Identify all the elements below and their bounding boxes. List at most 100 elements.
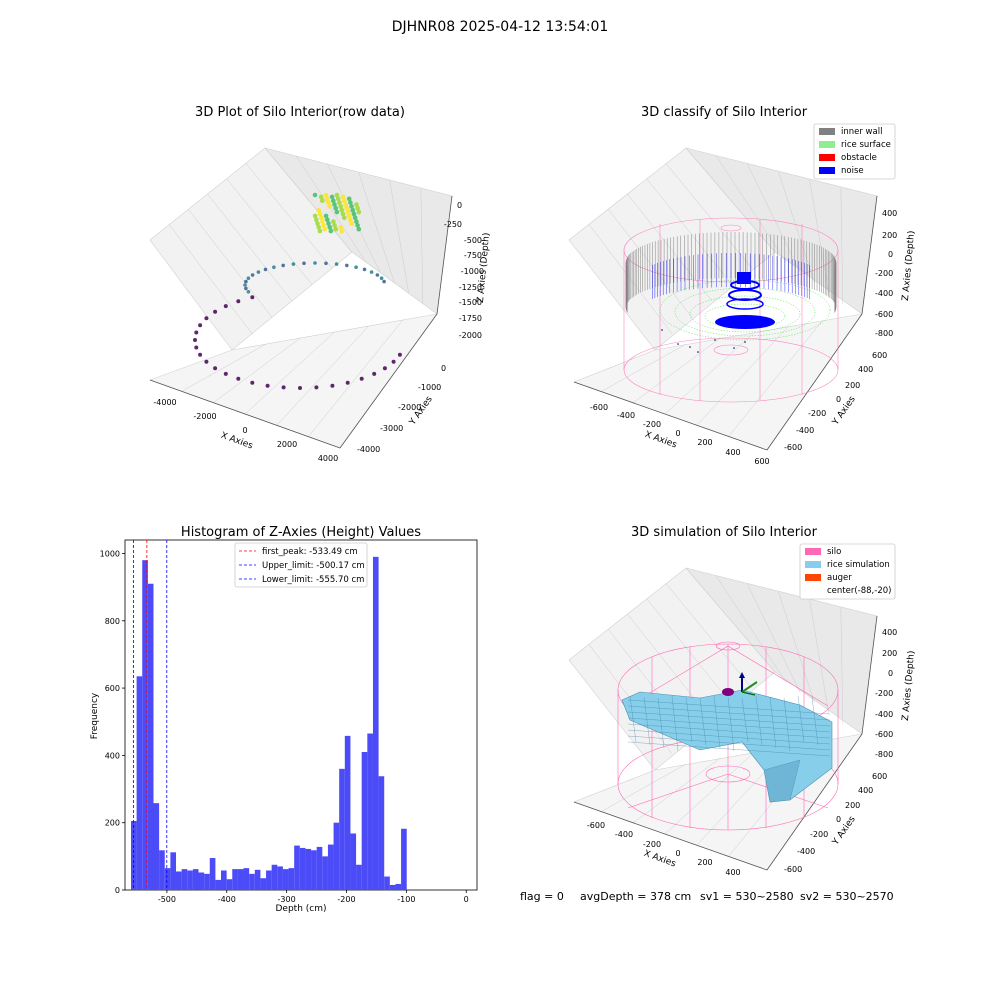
raw-x-axis-label: X Axies (219, 431, 254, 452)
histogram-bar (322, 856, 328, 890)
histogram-bar (277, 866, 283, 890)
histogram-bar (367, 733, 373, 890)
histogram-bar (164, 868, 171, 891)
legend-label-rice-surface: rice surface (841, 140, 891, 150)
simulation-legend: silo rice simulation auger center(-88,-2… (799, 543, 896, 600)
histogram-bar (350, 833, 357, 890)
histogram-bar (271, 864, 278, 890)
raw-x-tick: -4000 (153, 398, 176, 407)
classify-x-tick: -200 (643, 420, 661, 429)
raw-z-tick: -500 (464, 236, 482, 245)
histogram-bar (249, 873, 255, 890)
histogram-y-tick-label: 600 (105, 684, 120, 693)
histogram-bar (384, 876, 390, 890)
raw-z-tick: -250 (444, 220, 462, 229)
simulation-z-tick: -800 (875, 750, 893, 759)
histogram-bar (305, 848, 312, 890)
simulation-plot-title: 3D simulation of Silo Interior (631, 525, 818, 540)
histogram-bar (339, 768, 345, 890)
simulation-y-tick: -200 (810, 830, 828, 839)
raw-x-tick: 0 (242, 426, 247, 435)
panel-classify-3d: 3D classify of Silo Interior (568, 105, 917, 466)
simulation-x-ticks: -600 -400 -200 0 200 400 (587, 821, 741, 877)
histogram-bar (316, 846, 323, 890)
histogram-bar (243, 868, 250, 891)
simulation-y-tick: 0 (836, 815, 841, 824)
simulation-z-tick: -200 (875, 689, 893, 698)
classify-legend: inner wall rice surface obstacle noise (813, 123, 896, 180)
simulation-rice-surface (621, 689, 833, 803)
raw-x-tick: 2000 (277, 440, 297, 449)
simulation-x-tick: -400 (615, 830, 633, 839)
simulation-x-tick: -600 (587, 821, 605, 830)
classify-x-tick: 600 (754, 457, 769, 466)
simulation-y-axis-label: Y Axies (830, 814, 858, 847)
histogram-y-ticks: 0 200 400 600 800 1000 (100, 549, 125, 895)
classify-noise-wall (652, 253, 810, 299)
classify-y-tick: 0 (836, 395, 841, 404)
histogram-bar (389, 884, 396, 890)
histogram-reference-lines (133, 540, 168, 890)
status-flag: flag = 0 (520, 890, 564, 903)
histogram-bar (226, 879, 233, 890)
status-line: flag = 0 avgDepth = 378 cm sv1 = 530~258… (520, 890, 894, 903)
histogram-x-tick-label: -400 (218, 895, 236, 904)
histogram-bar (209, 858, 216, 890)
classify-z-tick: -400 (875, 289, 893, 298)
classify-z-tick: 200 (882, 231, 897, 240)
legend-swatch-rice-surface (819, 141, 835, 148)
histogram-bar (395, 883, 402, 890)
simulation-auger (722, 672, 758, 696)
legend-label-obstacle: obstacle (841, 153, 877, 163)
histogram-bar (333, 822, 340, 890)
classify-y-tick: 400 (858, 365, 873, 374)
histogram-title: Histogram of Z-Axies (Height) Values (181, 525, 421, 540)
histogram-x-axis-label: Depth (cm) (275, 904, 326, 914)
histogram-bar (198, 872, 205, 890)
histogram-bar (187, 870, 193, 890)
raw-z-tick: 0 (457, 201, 462, 210)
histogram-bar (237, 869, 244, 890)
histogram-y-tick-label: 0 (115, 886, 120, 895)
classify-z-tick: -200 (875, 269, 893, 278)
histogram-bar (136, 676, 143, 890)
classify-noise-points (661, 272, 775, 353)
legend-swatch-inner-wall (819, 128, 835, 135)
legend-label-noise: noise (841, 166, 864, 176)
raw-y-tick: -3000 (380, 424, 403, 433)
legend-label-lower-limit: Lower_limit: -555.70 cm (262, 575, 364, 585)
status-sv2: sv2 = 530~2570 (800, 890, 894, 903)
raw-y-tick: -2000 (398, 403, 421, 412)
status-sv1: sv1 = 530~2580 (700, 890, 794, 903)
legend-swatch-auger (805, 574, 821, 581)
raw-data-points (193, 192, 402, 390)
classify-x-axis-label: X Axies (643, 430, 678, 451)
simulation-z-ticks: 400 200 0 -200 -400 -600 -800 (875, 628, 897, 759)
simulation-z-tick: 0 (888, 669, 893, 678)
histogram-bar (170, 852, 177, 890)
classify-plot-title: 3D classify of Silo Interior (641, 105, 808, 120)
raw-z-ticks: 0 -250 -500 -750 -1000 -1250 -1500 -1750… (444, 201, 484, 340)
raw-z-tick: -2000 (459, 331, 482, 340)
raw-z-tick: -1750 (459, 314, 482, 323)
raw-y-ticks: -4000 -3000 -2000 -1000 0 (357, 364, 446, 454)
histogram-bar (176, 871, 182, 890)
histogram-bar (215, 879, 222, 890)
simulation-z-axis-label: Z Axies (Depth) (901, 650, 917, 721)
classify-y-tick: 600 (872, 351, 887, 360)
classify-inner-wall (625, 232, 837, 313)
histogram-x-ticks: -500 -400 -300 -200 -100 0 (158, 890, 469, 904)
simulation-z-tick: 200 (882, 649, 897, 658)
histogram-bar (142, 560, 148, 890)
histogram-y-tick-label: 1000 (100, 549, 120, 558)
classify-x-tick: -400 (617, 411, 635, 420)
status-avg-depth: avgDepth = 378 cm (580, 890, 691, 903)
raw-x-ticks: -4000 -2000 0 2000 4000 (153, 398, 338, 463)
simulation-y-tick: 600 (872, 772, 887, 781)
histogram-bar (294, 845, 300, 890)
histogram-bar (260, 878, 267, 890)
histogram-bar (153, 803, 160, 890)
histogram-bar (232, 869, 238, 890)
classify-z-tick: 400 (882, 209, 897, 218)
histogram-bar (356, 864, 362, 890)
